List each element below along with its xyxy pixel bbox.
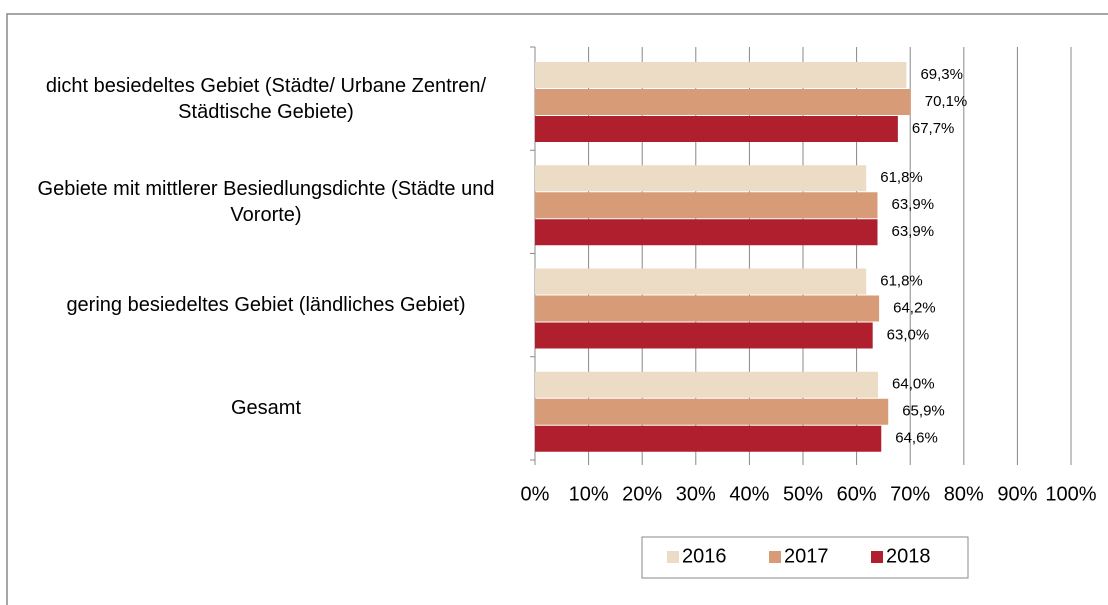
x-tick-label: 80% bbox=[944, 483, 984, 505]
legend-label: 2018 bbox=[886, 545, 931, 567]
legend-swatch bbox=[667, 551, 679, 563]
data-label: 61,8% bbox=[880, 169, 923, 186]
data-label: 64,0% bbox=[892, 376, 935, 393]
data-label: 70,1% bbox=[925, 93, 968, 110]
y-tick-label: gering besiedeltes Gebiet (ländliches Ge… bbox=[66, 294, 466, 317]
y-tick-label-box: gering besiedeltes Gebiet (ländliches Ge… bbox=[66, 294, 466, 317]
data-label: 63,9% bbox=[892, 223, 935, 240]
bar bbox=[535, 295, 880, 322]
y-tick-label-box: Gesamt bbox=[230, 397, 302, 420]
data-label: 63,9% bbox=[892, 196, 935, 213]
data-label: 63,0% bbox=[887, 326, 930, 343]
bar bbox=[535, 371, 879, 398]
bar bbox=[535, 268, 867, 295]
x-tick-label: 20% bbox=[622, 483, 662, 505]
y-tick-label-box: dicht besiedeltes Gebiet (Städte/ Urbane… bbox=[45, 74, 487, 123]
y-tick-label-box: Gebiete mit mittlerer Besiedlungsdichte … bbox=[37, 177, 495, 226]
x-tick-label: 70% bbox=[890, 483, 930, 505]
chart-frame bbox=[6, 13, 1108, 605]
x-tick-label: 40% bbox=[729, 483, 769, 505]
x-tick-label: 50% bbox=[783, 483, 823, 505]
bar bbox=[535, 425, 882, 452]
legend-box bbox=[641, 536, 969, 579]
x-tick-label: 30% bbox=[676, 483, 716, 505]
data-label: 65,9% bbox=[902, 403, 945, 420]
data-label: 61,8% bbox=[880, 272, 923, 289]
bar bbox=[535, 62, 907, 88]
bar bbox=[535, 398, 889, 425]
bar bbox=[535, 116, 898, 142]
x-tick-label: 100% bbox=[1045, 483, 1096, 505]
y-tick-label: dicht besiedeltes Gebiet (Städte/ Urbane… bbox=[45, 74, 487, 123]
data-label: 69,3% bbox=[920, 66, 963, 83]
bar bbox=[535, 322, 873, 349]
y-tick-label: Gesamt bbox=[230, 397, 302, 420]
x-tick-label: 90% bbox=[997, 483, 1037, 505]
data-label: 64,2% bbox=[893, 299, 936, 316]
y-tick-label: Gebiete mit mittlerer Besiedlungsdichte … bbox=[37, 177, 495, 226]
bar bbox=[535, 89, 911, 115]
x-tick-label: 60% bbox=[837, 483, 877, 505]
legend-label: 2016 bbox=[682, 545, 727, 567]
bar bbox=[535, 192, 878, 219]
bar bbox=[535, 219, 878, 246]
legend-swatch bbox=[871, 551, 883, 563]
data-label: 67,7% bbox=[912, 120, 955, 137]
data-label: 64,6% bbox=[895, 430, 938, 447]
x-tick-label: 0% bbox=[521, 483, 550, 505]
legend-label: 2017 bbox=[784, 545, 829, 567]
legend-swatch bbox=[769, 551, 781, 563]
x-tick-label: 10% bbox=[569, 483, 609, 505]
bar bbox=[535, 165, 867, 192]
